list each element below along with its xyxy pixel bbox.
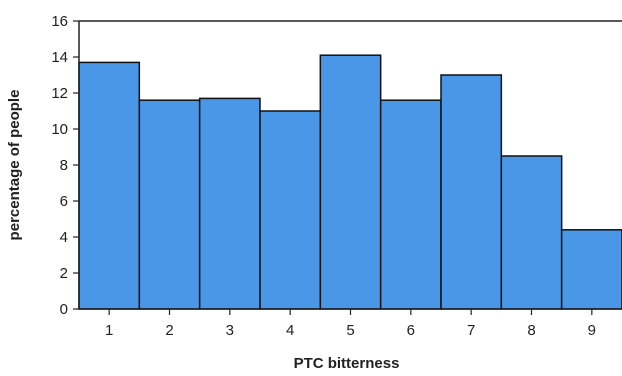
x-tick-label: 7 [467,322,475,339]
bar-6 [379,99,442,310]
x-tick-label: 9 [588,322,596,339]
y-tick-label: 16 [51,13,68,30]
x-tick-label: 1 [105,322,113,339]
x-axis-label: PTC bitterness [294,355,400,372]
y-tick-label: 6 [60,193,68,210]
x-tick-label: 6 [407,322,415,339]
bar-4 [259,110,322,310]
y-axis-ticks: 0 2 4 6 8 10 12 14 16 [51,13,79,318]
bar-7 [440,74,503,310]
y-tick-label: 12 [51,85,68,102]
bar-3 [198,97,261,310]
bar-2 [138,99,201,310]
bar-1 [78,61,141,310]
bar-9 [560,229,622,310]
y-tick-label: 10 [51,121,68,138]
y-tick-label: 8 [60,157,68,174]
x-tick-label: 8 [527,322,535,339]
x-tick-label: 3 [226,322,234,339]
bar-8 [500,155,563,310]
x-axis-ticks: 1 2 3 4 5 6 7 8 9 [105,309,596,339]
y-tick-label: 14 [51,49,68,66]
bar-5 [319,54,382,310]
y-tick-label: 0 [60,301,68,318]
y-axis-label: percentage of people [6,90,23,241]
bars [78,54,622,310]
y-tick-label: 2 [60,265,68,282]
x-tick-label: 4 [286,322,294,339]
x-tick-label: 2 [165,322,173,339]
y-tick-label: 4 [60,229,68,246]
x-tick-label: 5 [346,322,354,339]
